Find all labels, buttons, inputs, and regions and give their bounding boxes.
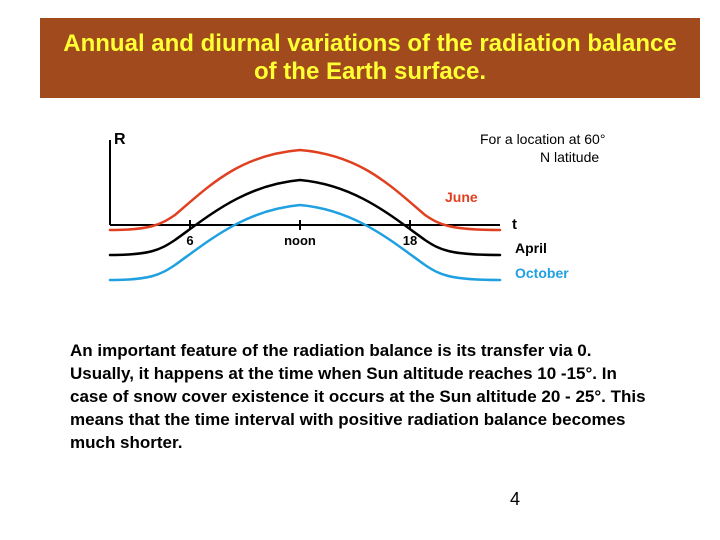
svg-text:For a location at 60°: For a location at 60°	[480, 131, 605, 147]
svg-text:18: 18	[403, 233, 417, 248]
svg-text:April: April	[515, 240, 547, 256]
chart-svg: 6 noon 18 Rt June April October For a location …	[70, 130, 650, 310]
slide-title-text: Annual and diurnal variations of the rad…	[63, 30, 676, 85]
body-text: An important feature of the radiation ba…	[70, 341, 646, 452]
svg-text:6: 6	[186, 233, 193, 248]
svg-text:October: October	[515, 265, 569, 281]
body-paragraph: An important feature of the radiation ba…	[70, 340, 650, 455]
slide-title: Annual and diurnal variations of the rad…	[40, 18, 700, 98]
svg-text:June: June	[445, 189, 478, 205]
svg-text:t: t	[512, 216, 517, 233]
svg-text:noon: noon	[284, 233, 316, 248]
page-number-value: 4	[510, 489, 520, 509]
svg-text:R: R	[114, 131, 126, 148]
radiation-chart: 6 noon 18 Rt June April October For a location …	[70, 130, 650, 310]
page-number: 4	[510, 489, 520, 510]
slide: Annual and diurnal variations of the rad…	[0, 0, 720, 540]
svg-text:N latitude: N latitude	[540, 149, 599, 165]
